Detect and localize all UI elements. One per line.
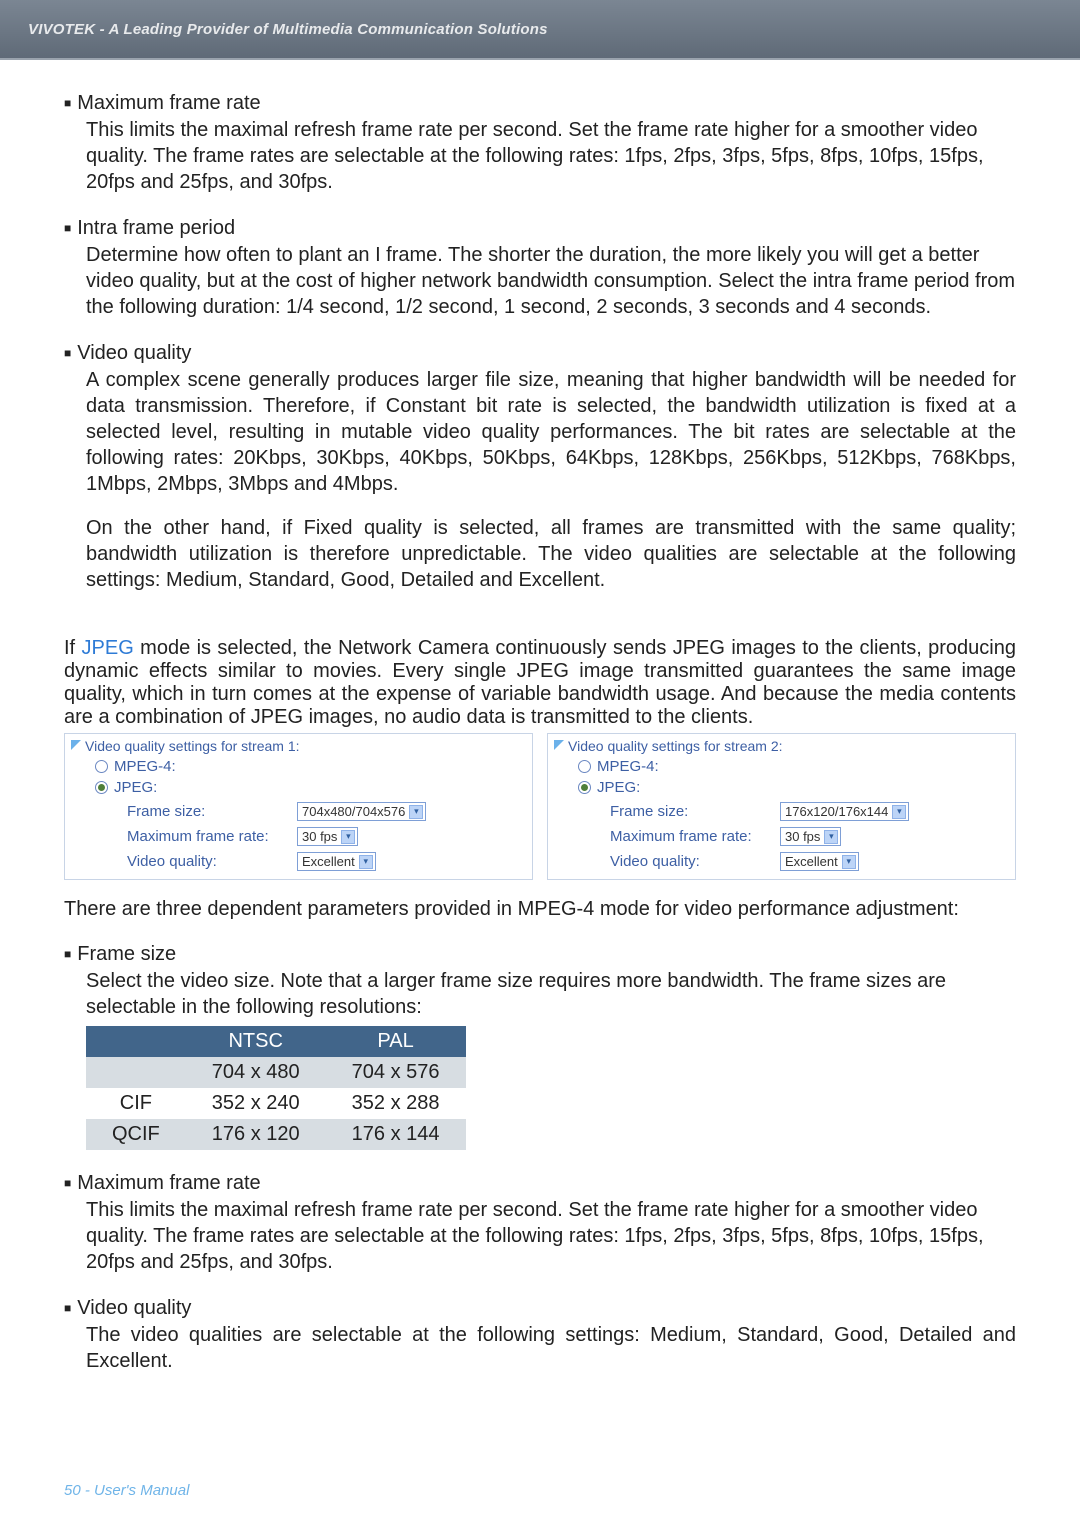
table-row: CIF 352 x 240 352 x 288 bbox=[86, 1088, 466, 1119]
radio-icon bbox=[95, 760, 108, 773]
stream1-mpeg4-radio[interactable]: MPEG-4: bbox=[95, 758, 526, 775]
maxframe2-title-text: Maximum frame rate bbox=[77, 1172, 260, 1194]
jpeg-link: JPEG bbox=[82, 637, 134, 659]
stream1-title: Video quality settings for stream 1: bbox=[71, 738, 526, 754]
stream2-maxrate-select[interactable]: 30 fps▾ bbox=[780, 827, 841, 846]
stream1-jpeg-label: JPEG: bbox=[114, 779, 157, 796]
page-footer: 50 - User's Manual bbox=[64, 1482, 189, 1499]
maxframe1-title: ■Maximum frame rate bbox=[64, 92, 1016, 115]
jpeg-pre: If bbox=[64, 637, 82, 659]
stream1-maxrate-select[interactable]: 30 fps▾ bbox=[297, 827, 358, 846]
chevron-down-icon: ▾ bbox=[409, 805, 423, 819]
brand-text: VIVOTEK - A Leading Provider of Multimed… bbox=[28, 21, 548, 38]
radio-selected-icon bbox=[95, 781, 108, 794]
table-row: QCIF 176 x 120 176 x 144 bbox=[86, 1119, 466, 1150]
jpeg-post: mode is selected, the Network Camera con… bbox=[64, 637, 1016, 728]
stream1-framesize-label: Frame size: bbox=[127, 803, 297, 820]
maxframe1-title-text: Maximum frame rate bbox=[77, 92, 260, 114]
radio-selected-icon bbox=[578, 781, 591, 794]
stream1-panel: Video quality settings for stream 1: MPE… bbox=[64, 733, 533, 880]
settings-row: Video quality settings for stream 1: MPE… bbox=[64, 733, 1016, 880]
intra-body: Determine how often to plant an I frame.… bbox=[86, 242, 1016, 320]
maxframe2-title: ■Maximum frame rate bbox=[64, 1172, 1016, 1195]
brand-header: VIVOTEK - A Leading Provider of Multimed… bbox=[0, 0, 1080, 60]
chevron-down-icon: ▾ bbox=[341, 830, 355, 844]
vq1-body2: On the other hand, if Fixed quality is s… bbox=[86, 515, 1016, 593]
maxframe1-body: This limits the maximal refresh frame ra… bbox=[86, 117, 1016, 195]
radio-icon bbox=[578, 760, 591, 773]
col-blank bbox=[86, 1026, 186, 1057]
stream2-maxrate-label: Maximum frame rate: bbox=[610, 828, 780, 845]
framesize-title: ■Frame size bbox=[64, 943, 1016, 966]
vq2-body: The video qualities are selectable at th… bbox=[86, 1322, 1016, 1374]
framesize-title-text: Frame size bbox=[77, 943, 176, 965]
jpeg-paragraph: If JPEG mode is selected, the Network Ca… bbox=[64, 637, 1016, 729]
stream2-framesize-select[interactable]: 176x120/176x144▾ bbox=[780, 802, 909, 821]
chevron-down-icon bbox=[554, 740, 564, 750]
stream2-title: Video quality settings for stream 2: bbox=[554, 738, 1009, 754]
stream2-vq-label: Video quality: bbox=[610, 853, 780, 870]
vq1-body1: A complex scene generally produces large… bbox=[86, 367, 1016, 497]
vq1-title-text: Video quality bbox=[77, 342, 191, 364]
stream2-framesize-label: Frame size: bbox=[610, 803, 780, 820]
stream2-jpeg-label: JPEG: bbox=[597, 779, 640, 796]
table-header-row: NTSC PAL bbox=[86, 1026, 466, 1057]
resolution-table: NTSC PAL 704 x 480 704 x 576 CIF 352 x 2… bbox=[86, 1026, 466, 1150]
stream2-mpeg4-radio[interactable]: MPEG-4: bbox=[578, 758, 1009, 775]
chevron-down-icon bbox=[71, 740, 81, 750]
chevron-down-icon: ▾ bbox=[824, 830, 838, 844]
vq2-title: ■Video quality bbox=[64, 1297, 1016, 1320]
intra-title-text: Intra frame period bbox=[77, 217, 235, 239]
stream1-mpeg4-label: MPEG-4: bbox=[114, 758, 176, 775]
table-row: 704 x 480 704 x 576 bbox=[86, 1057, 466, 1088]
stream1-vq-label: Video quality: bbox=[127, 853, 297, 870]
vq1-title: ■Video quality bbox=[64, 342, 1016, 365]
framesize-body: Select the video size. Note that a large… bbox=[86, 968, 1016, 1020]
stream1-framesize-select[interactable]: 704x480/704x576▾ bbox=[297, 802, 426, 821]
stream1-vq-select[interactable]: Excellent▾ bbox=[297, 852, 376, 871]
stream2-jpeg-radio[interactable]: JPEG: bbox=[578, 779, 1009, 796]
page-content: ■Maximum frame rate This limits the maxi… bbox=[0, 60, 1080, 1374]
stream2-mpeg4-label: MPEG-4: bbox=[597, 758, 659, 775]
stream2-panel: Video quality settings for stream 2: MPE… bbox=[547, 733, 1016, 880]
chevron-down-icon: ▾ bbox=[359, 855, 373, 869]
chevron-down-icon: ▾ bbox=[892, 805, 906, 819]
stream2-vq-select[interactable]: Excellent▾ bbox=[780, 852, 859, 871]
stream1-jpeg-radio[interactable]: JPEG: bbox=[95, 779, 526, 796]
stream1-maxrate-label: Maximum frame rate: bbox=[127, 828, 297, 845]
intra-title: ■Intra frame period bbox=[64, 217, 1016, 240]
col-pal: PAL bbox=[326, 1026, 466, 1057]
maxframe2-body: This limits the maximal refresh frame ra… bbox=[86, 1197, 1016, 1275]
vq2-title-text: Video quality bbox=[77, 1297, 191, 1319]
chevron-down-icon: ▾ bbox=[842, 855, 856, 869]
dep-params-text: There are three dependent parameters pro… bbox=[64, 898, 1016, 921]
col-ntsc: NTSC bbox=[186, 1026, 326, 1057]
